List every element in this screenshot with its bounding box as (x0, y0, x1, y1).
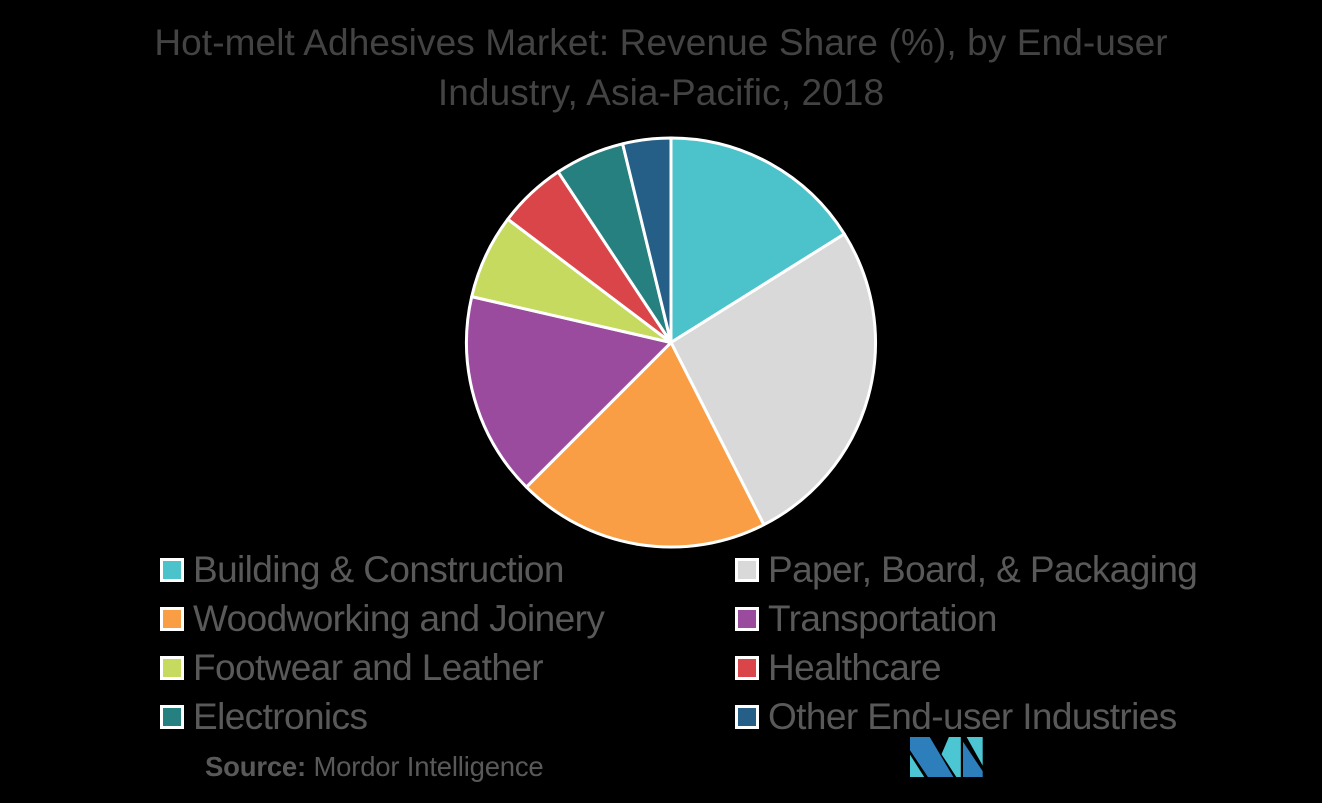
logo-shape (966, 737, 983, 766)
legend-item: Paper, Board, & Packaging (735, 546, 1198, 595)
legend-item: Building & Construction (160, 546, 735, 595)
pie-slice-3 (465, 295, 673, 489)
source-line: Source: Mordor Intelligence (205, 751, 544, 783)
legend-swatch-icon (735, 558, 759, 582)
legend-swatch-icon (735, 607, 759, 631)
legend-label: Transportation (768, 598, 997, 639)
logo-shape (963, 741, 983, 777)
legend-swatch-icon (735, 656, 759, 680)
legend-swatch-icon (160, 656, 184, 680)
logo-shape (910, 754, 925, 777)
source-label: Source: (205, 751, 306, 782)
mordor-intelligence-logo-icon (910, 737, 983, 777)
legend-item: Healthcare (735, 644, 1197, 693)
legend-label: Paper, Board, & Packaging (768, 549, 1198, 590)
legend-label: Building & Construction (193, 549, 564, 590)
legend-label: Healthcare (768, 647, 942, 688)
pie-slice-0 (669, 136, 846, 344)
legend-swatch-icon (160, 705, 184, 729)
source-value: Mordor Intelligence (313, 751, 544, 782)
chart-title-line-2: Industry, Asia-Pacific, 2018 (437, 71, 885, 113)
pie-legend: Building & Construction Paper, Board, & P… (160, 546, 1198, 742)
legend-item: Transportation (735, 595, 1197, 644)
legend-swatch-icon (735, 705, 759, 729)
legend-label: Other End-user Industries (768, 696, 1177, 737)
pie-slice-7 (621, 136, 673, 344)
legend-label: Footwear and Leather (193, 647, 544, 688)
logo-shape (910, 737, 954, 777)
chart-title-line-1: Hot-melt Adhesives Market: Revenue Share… (154, 22, 1168, 63)
legend-item: Footwear and Leather (160, 644, 735, 693)
legend-label: Electronics (193, 696, 368, 737)
logo-shape (941, 737, 961, 777)
legend-swatch-icon (160, 558, 184, 582)
legend-item: Electronics (160, 693, 735, 742)
legend-item: Woodworking and Joinery (160, 595, 735, 644)
chart-title: Hot-melt Adhesives Market: Revenue Share… (0, 18, 1322, 117)
pie-slice-1 (669, 232, 877, 527)
legend-label: Woodworking and Joinery (193, 598, 605, 639)
pie-slice-2 (524, 341, 766, 549)
legend-item: Other End-user Industries (735, 693, 1197, 742)
legend-swatch-icon (160, 607, 184, 631)
